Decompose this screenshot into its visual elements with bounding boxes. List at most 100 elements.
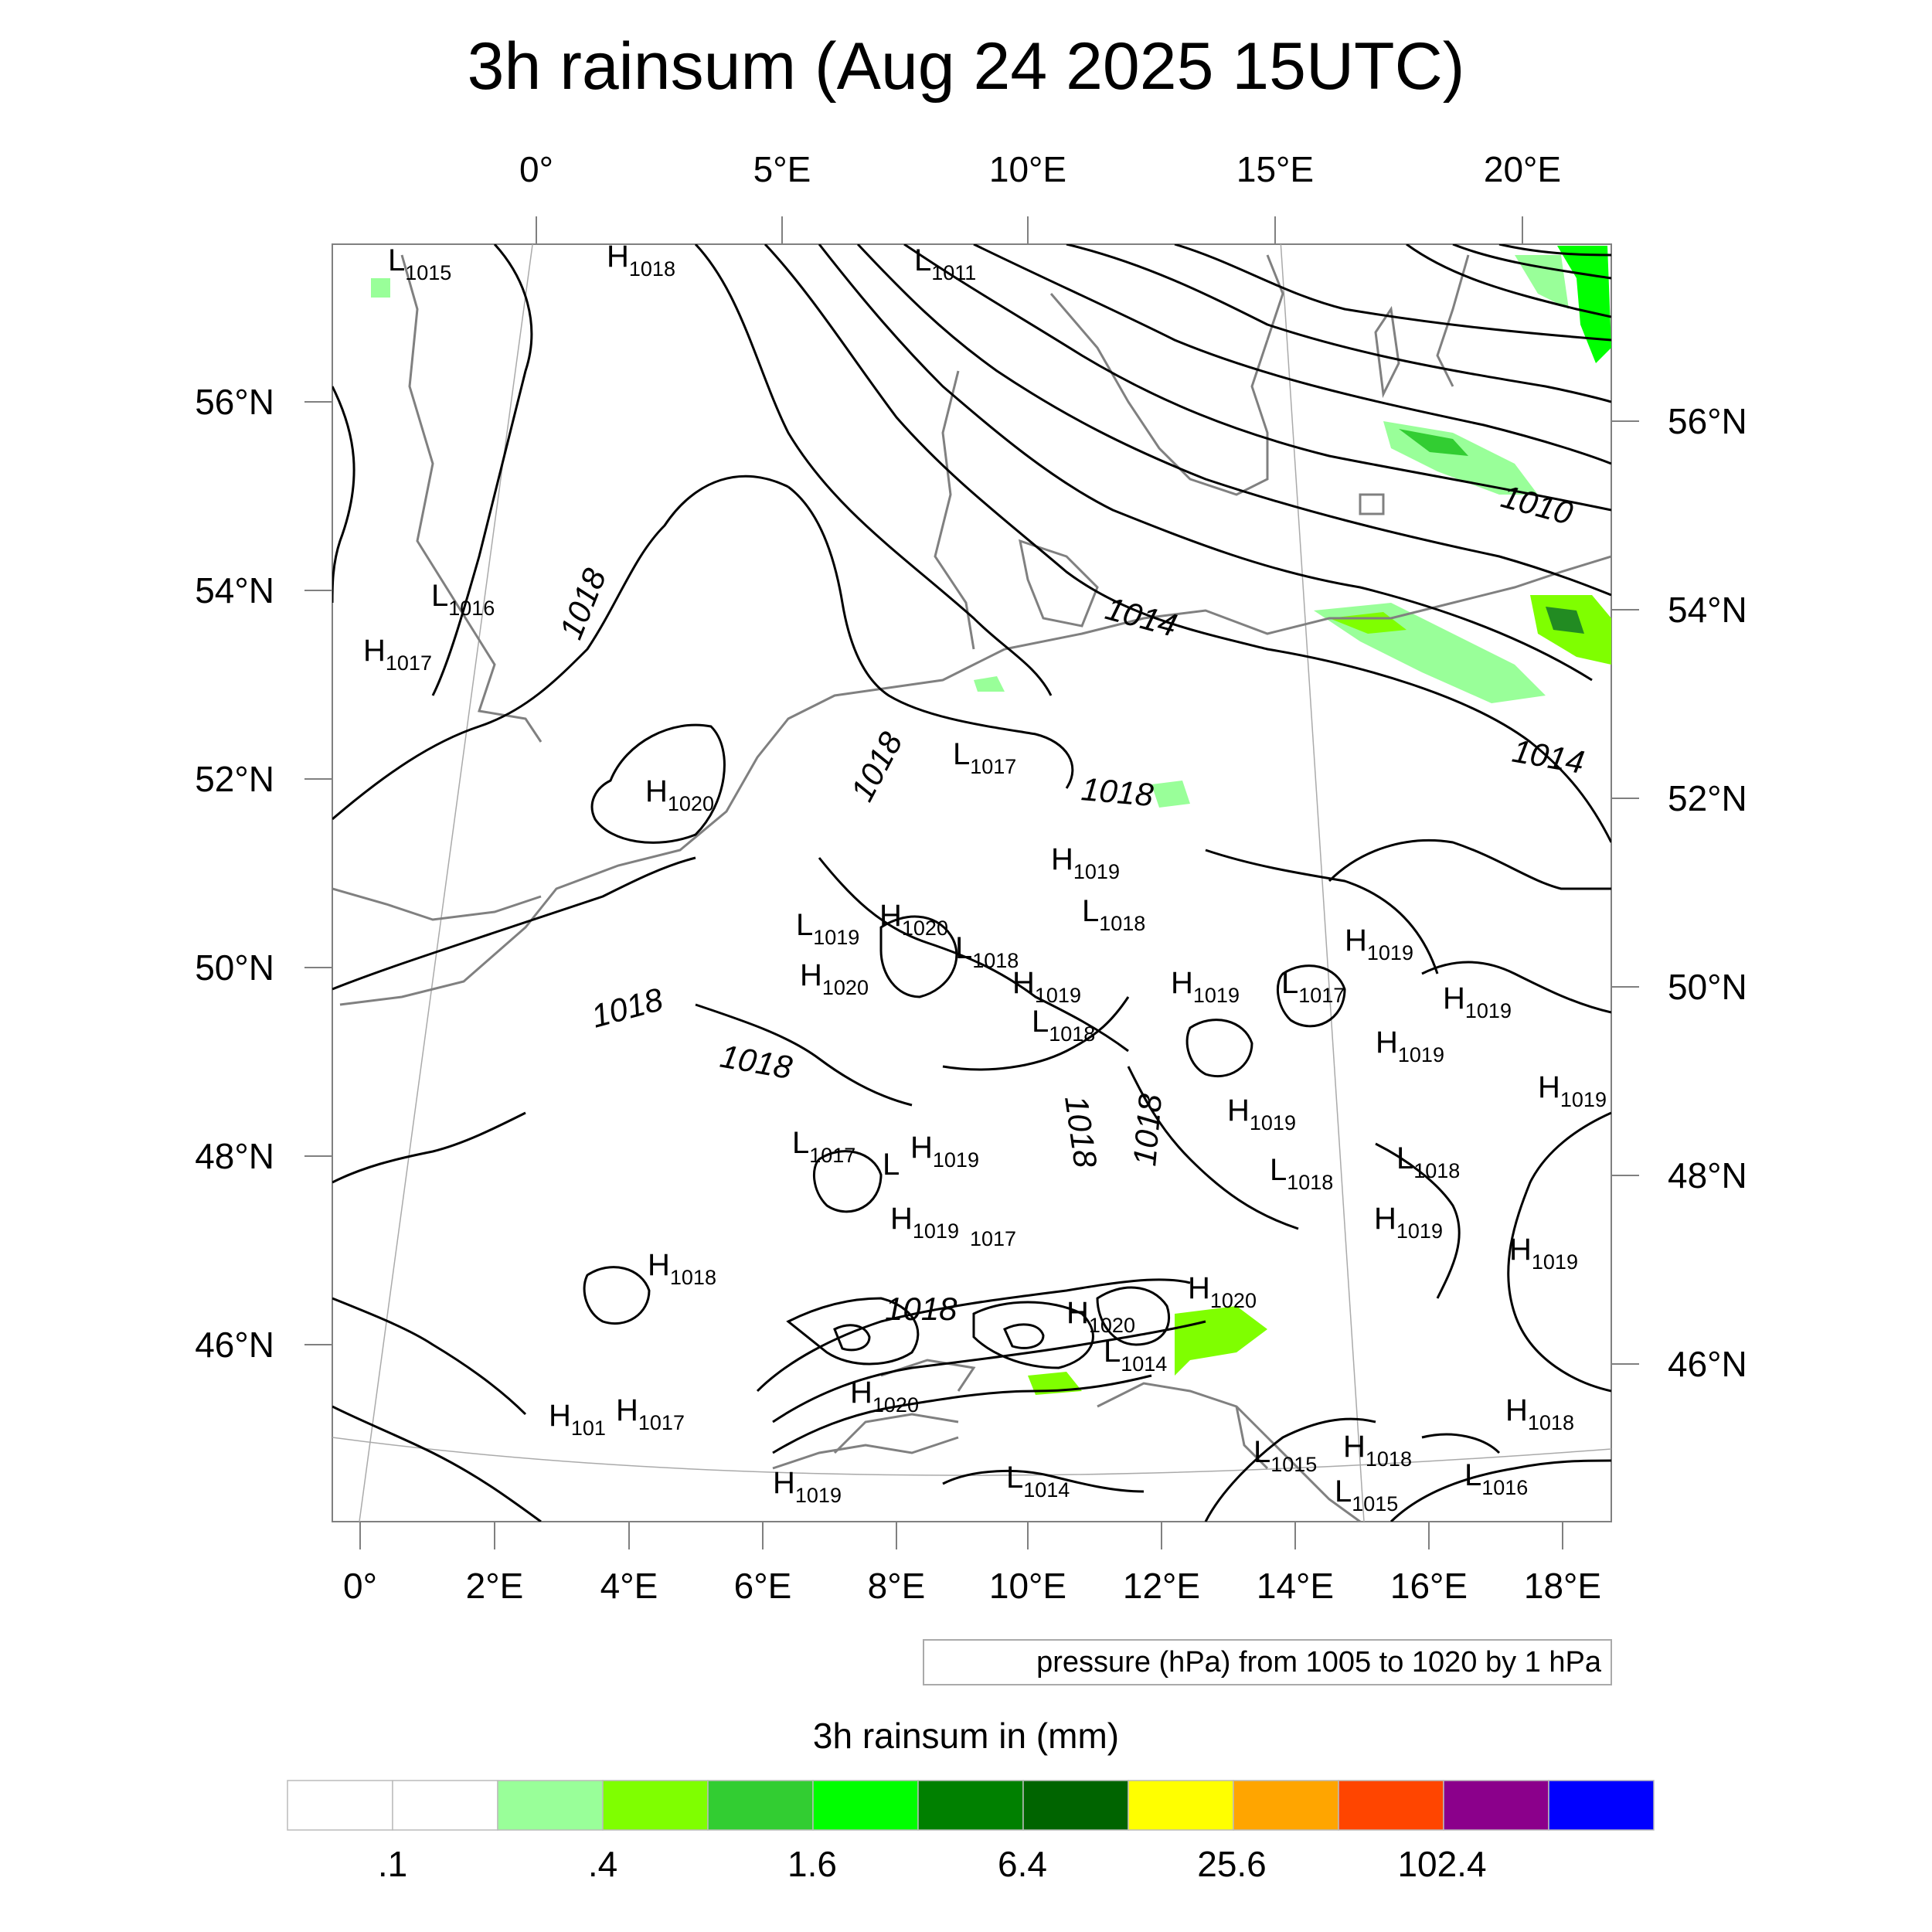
coastline-istria (1235, 1406, 1269, 1470)
bottom-lon-label: 14°E (1257, 1566, 1334, 1606)
isobar-west-4 (332, 1297, 527, 1416)
isobar-alps-3 (772, 1374, 1152, 1454)
isobar-northeast-1 (1406, 244, 1611, 318)
pressure-center-label: L1018 (1270, 1153, 1333, 1194)
colorbar-box (497, 1780, 604, 1831)
colorbar-labels: .1 .4 1.6 6.4 25.6 102.4 (378, 1844, 1487, 1884)
right-lat-label: 56°N (1668, 401, 1747, 441)
isobar-north-3 (818, 244, 1593, 682)
isobar-east-4 (1375, 1142, 1461, 1299)
colorbar-label: .1 (378, 1844, 407, 1884)
isobar-north-6 (973, 244, 1611, 465)
map-panel: 0° 5°E 10°E 15°E 20°E 56°N 54°N 52°N 50°… (195, 149, 1747, 1606)
pressure-center-label: H1018 (607, 240, 675, 281)
isobar-value-label: 1018 (1126, 1092, 1168, 1168)
isobar-local-1017-b (1276, 964, 1346, 1028)
bottom-lon-label: 2°E (466, 1566, 524, 1606)
pressure-center-label: H1020 (850, 1376, 919, 1417)
isobar-east-1 (1328, 839, 1611, 890)
coastline-gulf-genoa (833, 1413, 959, 1454)
pressure-center-label: H1019 (1376, 1026, 1444, 1066)
top-lon-label: 10°E (989, 149, 1066, 189)
isobar-south-1 (1204, 1417, 1376, 1522)
colorbar-label: 1.6 (787, 1844, 837, 1884)
pressure-center-label: H1019 (1443, 981, 1512, 1022)
pressure-center-label: H1019 (1374, 1202, 1443, 1243)
left-lat-labels: 56°N 54°N 52°N 50°N 48°N 46°N (195, 382, 274, 1365)
rain-patch-uk (371, 278, 390, 298)
pressure-center-label: L1016 (431, 579, 495, 620)
pressure-center-label: L1017 (1281, 966, 1345, 1007)
isobar-value-label: 1018 (885, 1291, 957, 1327)
colorbar-box (812, 1780, 919, 1831)
pressure-center-label: H1019 (1538, 1070, 1607, 1111)
coastline-danish-islands (1019, 539, 1099, 628)
coastlines (332, 254, 1611, 1522)
pressure-center-label: L1018 (955, 931, 1019, 972)
isobar-central-1018-c (695, 1003, 913, 1107)
isobar-alps-6 (1096, 1286, 1171, 1346)
colorbar-legend: 3h rainsum in (mm) .1 .4 1.6 6.4 25.6 10… (287, 1716, 1655, 1884)
contour-info-box: pressure (hPa) from 1005 to 1020 by 1 hP… (923, 1639, 1612, 1685)
top-lon-label: 20°E (1484, 149, 1561, 189)
colorbar-box (1443, 1780, 1549, 1831)
coastline-britain-south (332, 887, 542, 921)
isobar-northeast-3 (1498, 244, 1611, 257)
right-lat-label: 46°N (1668, 1344, 1747, 1384)
colorbar-box (917, 1780, 1024, 1831)
isobar-central-1018-f (1205, 849, 1439, 975)
pressure-center-label: H1019 (1509, 1233, 1578, 1274)
colorbar-label: .4 (588, 1844, 617, 1884)
pressure-center-label: H1019 (1012, 966, 1081, 1007)
top-lon-label: 15°E (1236, 149, 1314, 189)
pressure-center-label: H1020 (1066, 1296, 1135, 1337)
colorbar-box (707, 1780, 814, 1831)
coastline-sweden-south (1049, 293, 1269, 496)
colorbar-box (287, 1780, 393, 1831)
left-lat-label: 50°N (195, 947, 274, 988)
isobar-east-2 (1421, 961, 1611, 1014)
bottom-lon-label: 18°E (1524, 1566, 1601, 1606)
pressure-center-label: H1018 (1343, 1430, 1412, 1471)
coastline-adriatic-north (1097, 1382, 1361, 1522)
pressure-fragment-label: L (883, 1148, 900, 1182)
bottom-lon-labels: 0° 2°E 4°E 6°E 8°E 10°E 12°E 14°E 16°E 1… (343, 1566, 1601, 1606)
isobar-north-8 (1174, 244, 1611, 342)
isobar-high-1020-west (590, 723, 726, 844)
pressure-center-label: L1015 (1335, 1475, 1398, 1515)
pressure-center-label: H1017 (616, 1393, 685, 1434)
pressure-center-label: H1019 (910, 1131, 979, 1172)
isobar-central-1018-e (1127, 1066, 1299, 1230)
pressure-center-label: H1017 (363, 634, 432, 675)
pressure-center-label: H1020 (800, 958, 869, 999)
isobar-alps-7 (833, 1324, 871, 1352)
bottom-lon-label: 8°E (868, 1566, 926, 1606)
coastline-jutland (934, 370, 975, 650)
left-lat-label: 52°N (195, 759, 274, 799)
isobar-central-1018-b (818, 857, 1129, 1053)
colorbar-box (1548, 1780, 1655, 1831)
right-lat-label: 50°N (1668, 967, 1747, 1007)
pressure-center-labels: L1015 H1018 L1011 L1016 H1017 H1020 L101… (363, 240, 1607, 1515)
pressure-center-label: L1014 (1104, 1335, 1167, 1376)
pressure-center-label: L1015 (1253, 1435, 1317, 1476)
isobar-alps-1 (756, 1278, 1191, 1393)
pressure-center-label: H1018 (1505, 1393, 1574, 1434)
bottom-lon-label: 16°E (1390, 1566, 1468, 1606)
contour-info-text: pressure (hPa) from 1005 to 1020 by 1 hP… (1036, 1646, 1602, 1679)
pressure-center-label: L1011 (914, 243, 976, 284)
colorbar-box (1128, 1780, 1234, 1831)
figure-title: 3h rainsum (Aug 24 2025 15UTC) (468, 29, 1465, 104)
pressure-center-label: L1015 (388, 243, 451, 284)
isobar-east-3 (1507, 1111, 1611, 1393)
right-lat-label: 54°N (1668, 590, 1747, 630)
pressure-center-label: H1020 (1188, 1271, 1257, 1312)
coastline-continent (339, 648, 1005, 1006)
bottom-lon-label: 10°E (989, 1566, 1066, 1606)
pressure-center-label: H1019 (1051, 842, 1120, 883)
left-lat-label: 48°N (195, 1136, 274, 1176)
coastline-sweden-east (1266, 254, 1284, 341)
colorbar-box (1022, 1780, 1129, 1831)
colorbar-boxes (287, 1780, 1655, 1831)
isobar-north-7 (1066, 244, 1611, 403)
